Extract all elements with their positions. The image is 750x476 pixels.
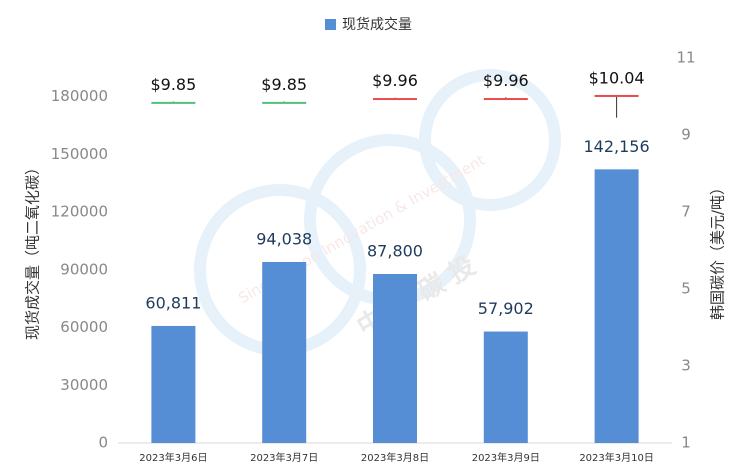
price-label: $9.96: [372, 71, 418, 90]
y2-tick-label: 7: [681, 203, 691, 221]
legend-label: 现货成交量: [342, 16, 412, 33]
y2-tick-label: 11: [676, 49, 695, 67]
bar-value-label: 87,800: [367, 241, 423, 260]
x-tick-label: 2023年3月7日: [250, 451, 318, 464]
candle-body: [594, 94, 639, 97]
price-label: $10.04: [589, 68, 645, 87]
y2-tick-label: 9: [681, 126, 691, 144]
y2-tick-label: 3: [681, 357, 691, 375]
y-tick-label: 0: [98, 434, 108, 452]
y-axis-title: 现货成交量（吨二氧化碳）: [24, 160, 42, 340]
y2-tick-label: 5: [681, 280, 691, 298]
y-tick-label: 60000: [60, 318, 108, 336]
y-tick-label: 180000: [51, 87, 108, 105]
price-label: $9.85: [261, 75, 307, 94]
candle-body: [151, 101, 196, 104]
y2-tick-label: 1: [681, 434, 691, 452]
bar-value-label: 57,902: [478, 299, 534, 318]
x-tick-label: 2023年3月10日: [579, 451, 654, 464]
x-tick-label: 2023年3月9日: [472, 451, 540, 464]
bar: [483, 331, 528, 443]
bar-value-label: 94,038: [256, 229, 312, 248]
bar-value-label: 142,156: [584, 137, 650, 156]
y-tick-label: 120000: [51, 203, 108, 221]
y2-axis-title: 韩国碳价（美元/吨）: [709, 180, 727, 320]
x-tick-label: 2023年3月8日: [361, 451, 429, 464]
price-label: $9.85: [150, 75, 196, 94]
bar: [594, 169, 639, 443]
x-tick-label: 2023年3月6日: [139, 451, 207, 464]
bar: [373, 273, 417, 443]
bar: [262, 261, 307, 443]
y-tick-label: 150000: [51, 145, 108, 163]
y-tick-label: 30000: [60, 376, 108, 394]
price-label: $9.96: [483, 71, 529, 90]
candle-body: [373, 98, 417, 101]
y-tick-label: 90000: [60, 260, 108, 278]
candle-body: [262, 101, 307, 104]
candle-body: [483, 98, 528, 101]
bar-value-label: 60,811: [145, 293, 201, 312]
legend-swatch: [325, 19, 336, 30]
bar: [151, 325, 196, 443]
